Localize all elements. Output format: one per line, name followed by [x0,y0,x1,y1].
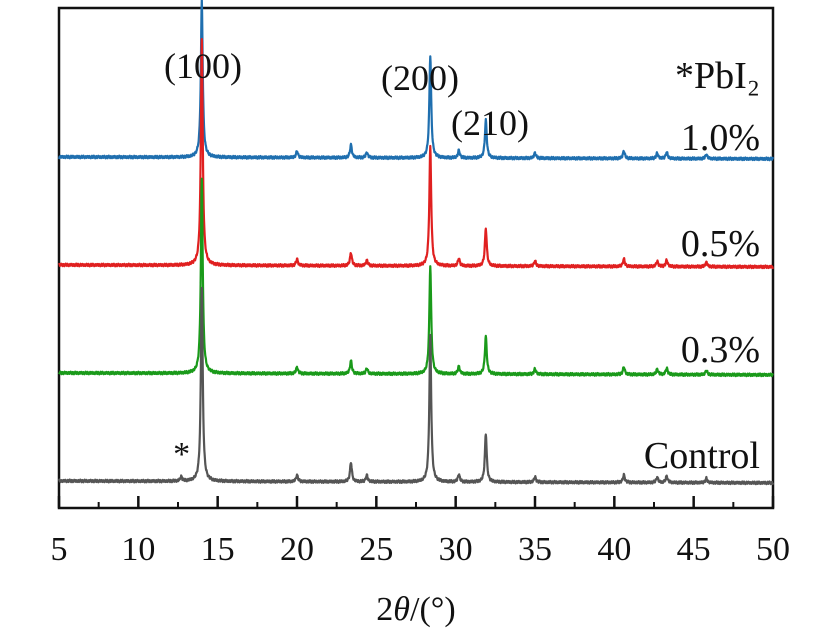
x-axis-label: 2θ/(°) [376,591,455,628]
pbi2-legend-label: *PbI₂ [675,55,760,97]
pbi2-peak-marker: * [173,436,190,473]
x-tick-label: 15 [201,531,235,568]
peak-label: (100) [164,46,242,86]
x-tick-label: 35 [518,531,552,568]
series-line-1-0- [58,0,775,162]
series-label: Control [644,435,760,477]
series-line-0-3- [57,177,774,378]
x-tick-label: 5 [51,531,68,568]
peak-label: (210) [451,103,529,143]
series-line-control [57,286,775,486]
x-tick-label: 40 [597,531,631,568]
x-tick-label: 20 [280,531,314,568]
x-tick-label: 45 [677,531,711,568]
series-label: 0.3% [681,329,760,371]
x-tick-label: 10 [121,531,155,568]
series-line-0-5- [58,37,774,270]
peak-label: (200) [381,58,459,98]
series-label: 1.0% [681,117,760,159]
series-layer [57,0,775,486]
series-label: 0.5% [681,223,760,265]
x-tick-label: 25 [359,531,393,568]
x-ticks: 5 10 15 20 25 30 35 40 45 50 [51,496,790,568]
x-tick-label: 50 [756,531,790,568]
x-tick-label: 30 [439,531,473,568]
annotations: (100) (200) (210) 1.0% 0.5% 0.3% Control *PbI₂ * [164,46,760,477]
